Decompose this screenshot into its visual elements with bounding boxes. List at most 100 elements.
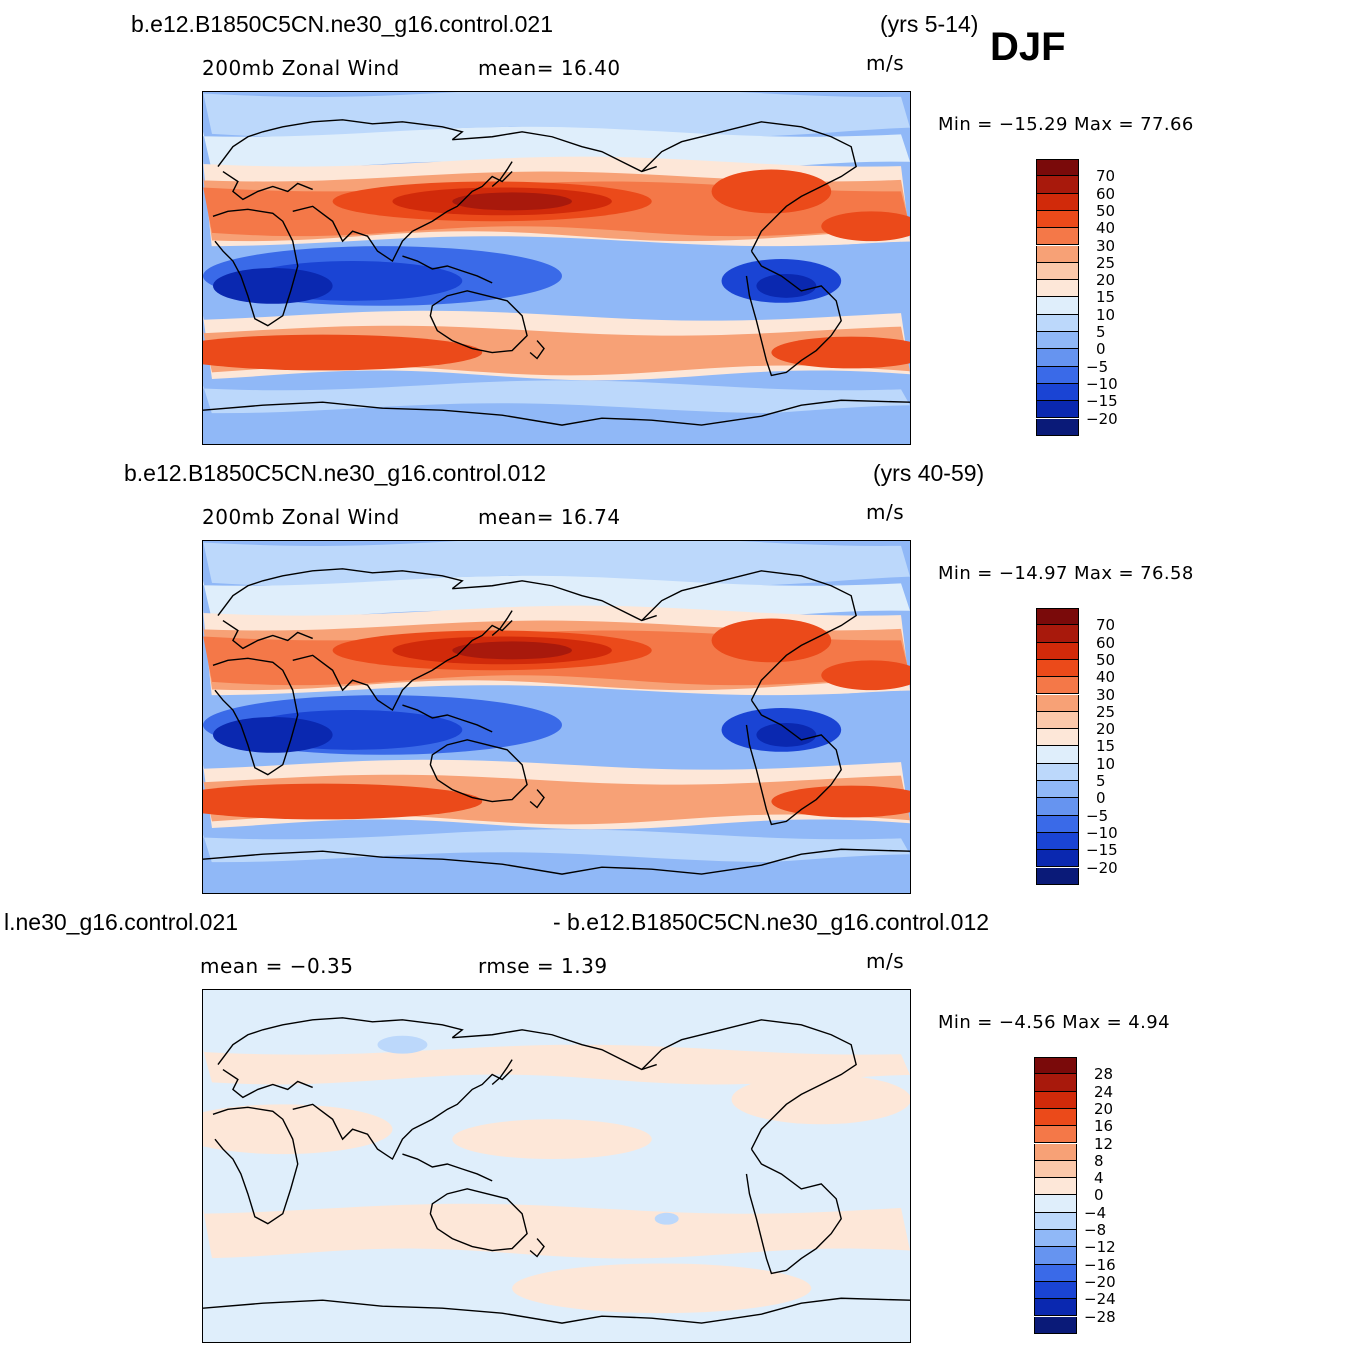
tropical-easterlies-core bbox=[756, 273, 817, 298]
panel3-minmax: Min = −4.56 Max = 4.94 bbox=[938, 1012, 1170, 1033]
panel3-case-right: - b.e12.B1850C5CN.ne30_g16.control.012 bbox=[553, 909, 990, 935]
colorbar-tick-label: 70 bbox=[1096, 616, 1116, 635]
colorbar-tick-label: 0 bbox=[1096, 340, 1106, 359]
colorbar-tick-label: 60 bbox=[1096, 184, 1116, 203]
colorbar-swatch bbox=[1036, 245, 1079, 263]
wind-band bbox=[203, 575, 910, 621]
anomaly-band bbox=[203, 1203, 910, 1259]
colorbar-tick-label: 20 bbox=[1096, 720, 1116, 739]
negative-anomaly bbox=[377, 1035, 428, 1054]
panel1-map bbox=[202, 91, 911, 445]
colorbar-tick-label: 20 bbox=[1094, 1099, 1114, 1118]
colorbar-tick-label: −24 bbox=[1084, 1290, 1116, 1309]
wind-band bbox=[203, 126, 910, 172]
colorbar-tick-label: −12 bbox=[1084, 1238, 1116, 1257]
colorbar-tick-label: −16 bbox=[1084, 1255, 1116, 1274]
subtropical-jet-core bbox=[452, 641, 572, 660]
colorbar-swatch bbox=[1036, 297, 1079, 315]
colorbar-swatch bbox=[1036, 349, 1079, 367]
colorbar-tick-label: −8 bbox=[1084, 1221, 1107, 1239]
panel3-mean: mean = −0.35 bbox=[200, 954, 354, 978]
panel2-case-title: b.e12.B1850C5CN.ne30_g16.control.012 bbox=[124, 460, 546, 486]
colorbar-tick-label: −20 bbox=[1086, 409, 1118, 428]
colorbar-tick-label: 50 bbox=[1096, 201, 1116, 220]
colorbar-swatch bbox=[1036, 798, 1079, 816]
colorbar-tick-label: 4 bbox=[1094, 1169, 1104, 1188]
colorbar-tick-label: −5 bbox=[1086, 806, 1109, 825]
colorbar-tick-label: 15 bbox=[1096, 737, 1116, 756]
positive-anomaly bbox=[452, 1119, 652, 1160]
colorbar-tick-label: 5 bbox=[1096, 772, 1106, 790]
colorbar-swatch bbox=[1034, 1281, 1077, 1300]
colorbar-swatch bbox=[1034, 1299, 1077, 1317]
panel2-variable-label: 200mb Zonal Wind bbox=[202, 505, 400, 529]
colorbar-swatch bbox=[1036, 642, 1079, 660]
colorbar-swatch bbox=[1034, 1195, 1077, 1213]
atlantic-jet bbox=[821, 211, 910, 242]
panel3-case-title: l.ne30_g16.control.021 bbox=[4, 909, 239, 935]
colorbar-swatch bbox=[1034, 1108, 1077, 1127]
colorbar-swatch bbox=[1034, 1074, 1077, 1092]
colorbar-swatch bbox=[1036, 746, 1079, 764]
panel2-mean: mean= 16.74 bbox=[478, 505, 621, 529]
negative-anomaly bbox=[654, 1212, 679, 1225]
season-label: DJF bbox=[990, 25, 1066, 69]
wind-band bbox=[203, 541, 910, 586]
colorbar-tick-label: 25 bbox=[1096, 702, 1116, 721]
panel1-mean: mean= 16.40 bbox=[478, 56, 621, 80]
colorbar-swatch bbox=[1036, 781, 1079, 799]
colorbar-tick-label: 28 bbox=[1094, 1065, 1114, 1084]
colorbar-swatch bbox=[1036, 694, 1079, 712]
tropical-easterlies-core bbox=[212, 717, 333, 753]
colorbar-tick-label: −10 bbox=[1086, 823, 1118, 842]
colorbar-swatch bbox=[1036, 159, 1079, 177]
coastline-outline bbox=[203, 1017, 910, 1324]
panel1-minmax: Min = −15.29 Max = 77.66 bbox=[938, 114, 1194, 135]
colorbar-tick-label: −20 bbox=[1086, 858, 1118, 877]
panel1-wind-field bbox=[203, 92, 910, 444]
colorbar-swatch bbox=[1036, 383, 1079, 402]
colorbar-tick-label: 12 bbox=[1094, 1134, 1114, 1153]
colorbar-tick-label: 10 bbox=[1096, 305, 1116, 324]
wind-band bbox=[203, 92, 910, 137]
colorbar-swatch bbox=[1036, 262, 1079, 281]
colorbar-swatch bbox=[1034, 1230, 1077, 1248]
atlantic-jet bbox=[821, 660, 910, 691]
colorbar-swatch bbox=[1036, 314, 1079, 332]
colorbar-tick-label: −5 bbox=[1086, 357, 1109, 376]
colorbar-swatch bbox=[1034, 1160, 1077, 1179]
colorbar-tick-label: 15 bbox=[1096, 288, 1116, 307]
colorbar-swatch bbox=[1034, 1178, 1077, 1196]
colorbar-tick-label: 60 bbox=[1096, 633, 1116, 652]
positive-anomaly bbox=[512, 1263, 812, 1314]
wind-band bbox=[203, 380, 910, 416]
panel1-years: (yrs 5-14) bbox=[880, 11, 979, 37]
colorbar-swatch bbox=[1036, 659, 1079, 678]
atlantic-jet bbox=[711, 169, 832, 214]
colorbar-swatch bbox=[1036, 418, 1079, 436]
panel2-wind-field bbox=[203, 541, 910, 893]
colorbar-tick-label: 25 bbox=[1096, 253, 1116, 272]
colorbar-tick-label: −28 bbox=[1084, 1307, 1116, 1326]
southern-jet bbox=[771, 785, 910, 818]
panel1-variable-label: 200mb Zonal Wind bbox=[202, 56, 400, 80]
colorbar-swatch bbox=[1036, 280, 1079, 298]
colorbar-swatch bbox=[1036, 867, 1079, 885]
colorbar-tick-label: 20 bbox=[1096, 271, 1116, 290]
colorbar-swatch bbox=[1036, 729, 1079, 747]
colorbar-tick-label: 30 bbox=[1096, 685, 1116, 704]
panel3-units: m/s bbox=[866, 949, 905, 973]
coastline-outline bbox=[203, 119, 910, 426]
panel2-units: m/s bbox=[866, 500, 905, 524]
colorbar-swatch bbox=[1036, 711, 1079, 730]
panel2-minmax: Min = −14.97 Max = 76.58 bbox=[938, 563, 1194, 584]
colorbar-tick-label: 0 bbox=[1094, 1186, 1104, 1205]
panel1-case-title: b.e12.B1850C5CN.ne30_g16.control.021 bbox=[131, 11, 553, 37]
colorbar-tick-label: −15 bbox=[1086, 841, 1118, 860]
colorbar-swatch bbox=[1034, 1126, 1077, 1144]
colorbar-tick-label: 0 bbox=[1096, 789, 1106, 808]
colorbar-tick-label: 40 bbox=[1096, 668, 1116, 687]
colorbar-swatch bbox=[1034, 1264, 1077, 1282]
panel3-diff-field bbox=[203, 990, 910, 1342]
colorbar-tick-label: −10 bbox=[1086, 374, 1118, 393]
